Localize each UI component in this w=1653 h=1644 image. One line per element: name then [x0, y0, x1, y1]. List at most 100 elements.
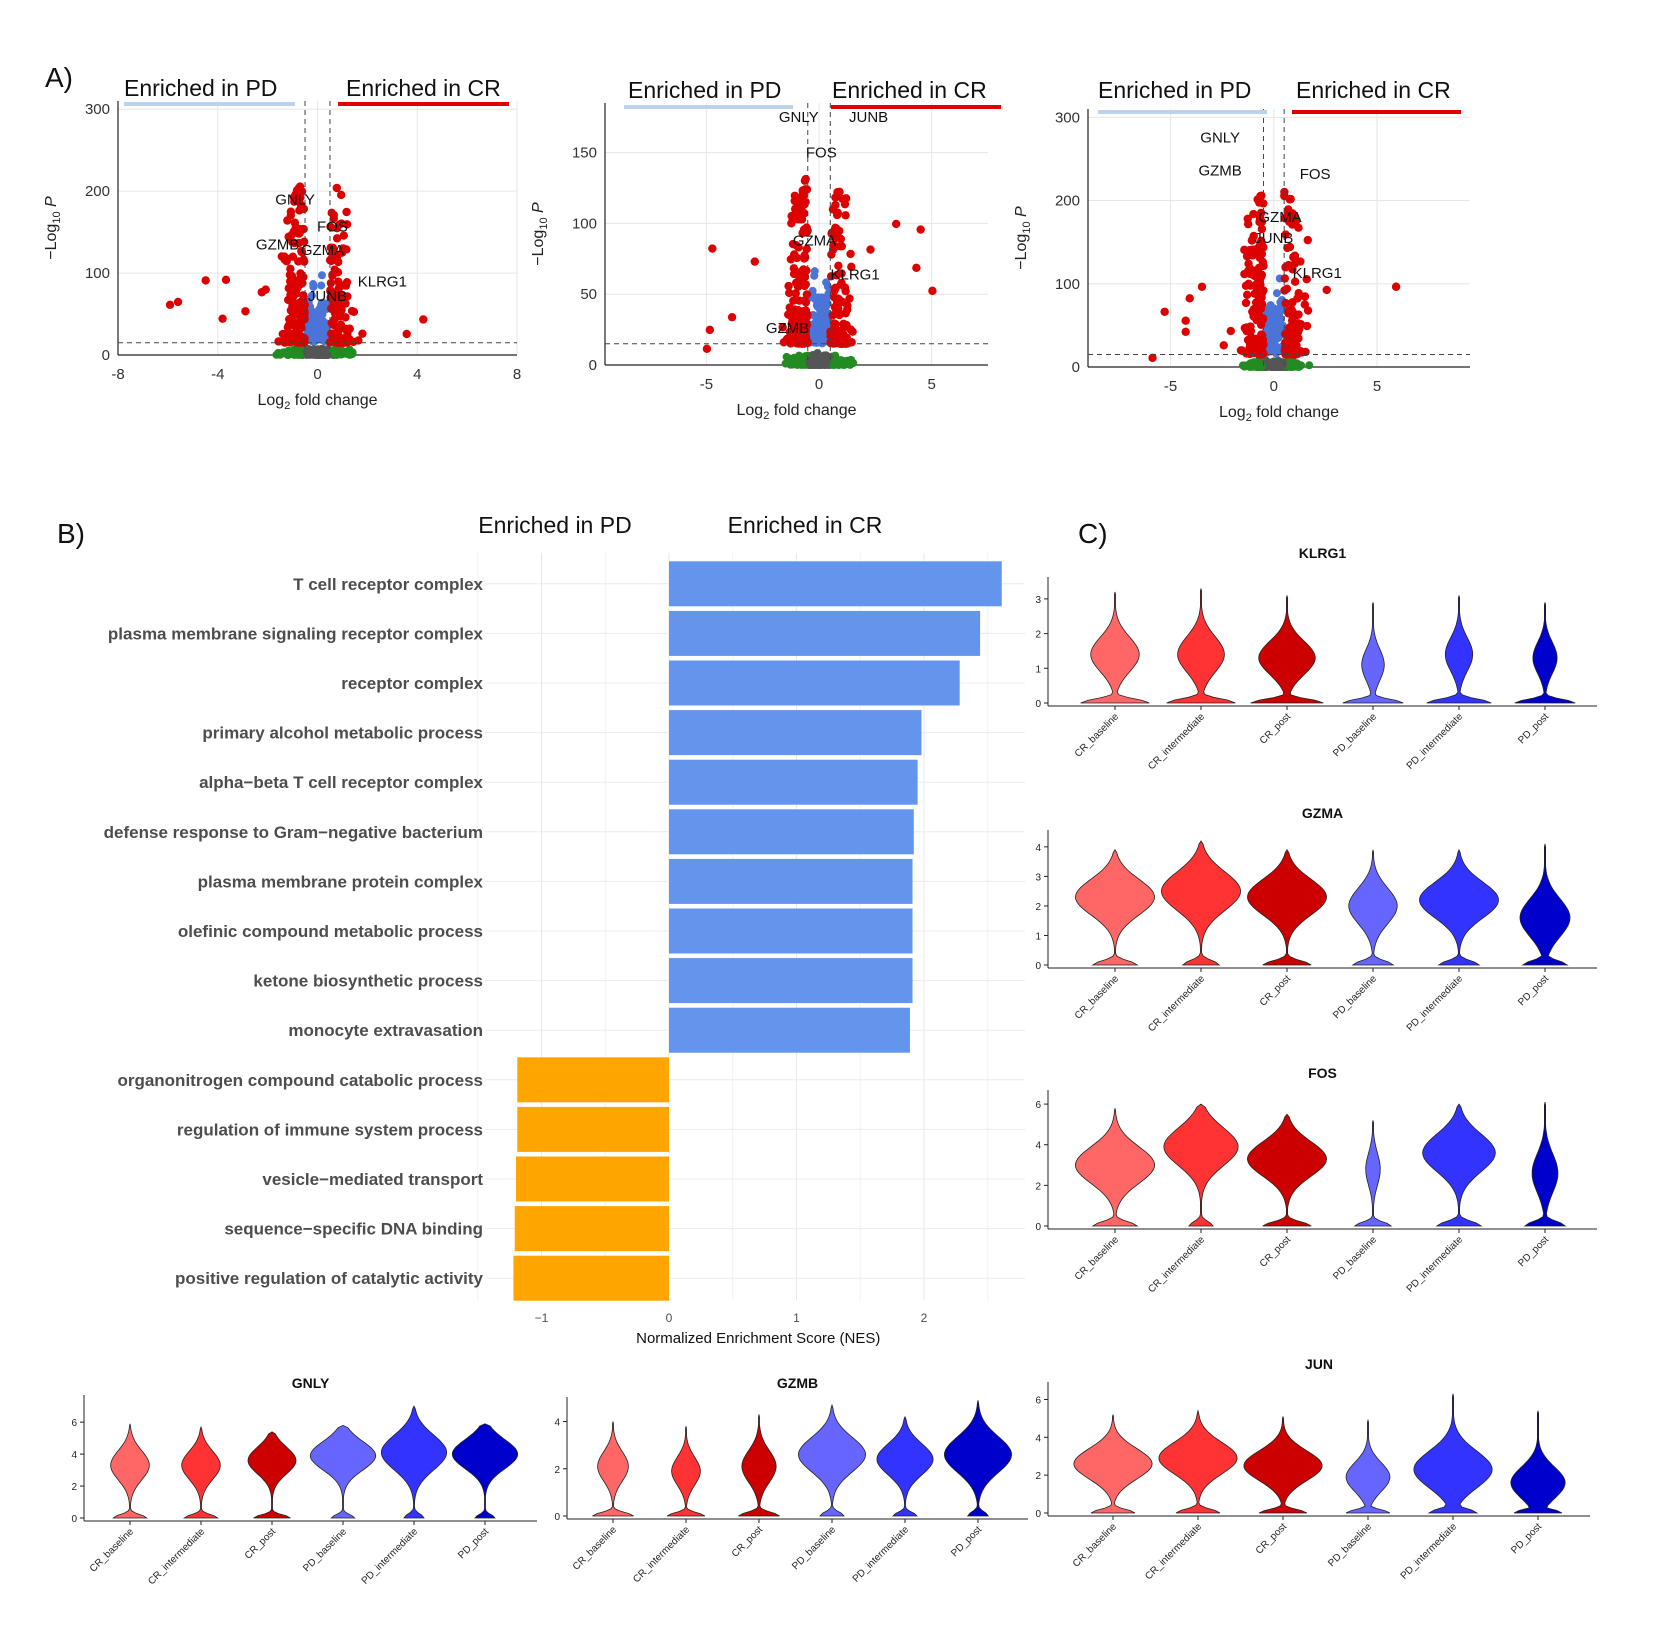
data-point	[828, 205, 838, 214]
violin-title: FOS	[1308, 1065, 1337, 1081]
gene-label: FOS	[806, 145, 837, 162]
data-point	[326, 293, 335, 302]
x-tick-label: CR_post	[243, 1526, 278, 1561]
data-point	[342, 277, 352, 287]
gsea-bar	[669, 710, 922, 756]
data-point	[794, 336, 804, 346]
gsea-bar	[669, 660, 960, 706]
y-tick-label: 2	[1035, 902, 1041, 913]
x-tick-label: CR_baseline	[1073, 711, 1122, 760]
violin-shape	[451, 1423, 519, 1519]
data-point	[284, 295, 293, 305]
data-point	[1274, 334, 1283, 343]
violin-shape	[110, 1423, 150, 1519]
data-point	[787, 312, 797, 322]
x-tick-label: PD_baseline	[1331, 711, 1379, 759]
data-point	[702, 344, 712, 354]
data-point	[801, 298, 811, 307]
data-point	[1300, 292, 1310, 301]
data-point	[1391, 282, 1401, 291]
data-point	[1185, 294, 1194, 303]
violin-plot-gzmb: GZMB 0 2 4 CR_baseline CR_intermediate CR_post…	[554, 1375, 1028, 1585]
data-point	[790, 305, 799, 314]
violin-shape	[1246, 1113, 1328, 1227]
y-tick-label: 0	[1035, 1222, 1041, 1233]
data-point	[289, 227, 299, 236]
x-tick-label: PD_post	[949, 1524, 984, 1559]
data-point	[283, 216, 292, 225]
data-point	[785, 288, 794, 298]
x-tick-label: CR_intermediate	[146, 1526, 207, 1587]
violin-shape	[1345, 1418, 1391, 1514]
x-tick-label: CR_post	[1258, 973, 1293, 1008]
data-point	[317, 281, 326, 290]
violin-shape	[381, 1405, 447, 1519]
x-tick-label: PD_baseline	[1331, 973, 1379, 1021]
violin-shape	[1243, 1416, 1323, 1514]
data-point	[840, 199, 850, 209]
gsea-category-label: T cell receptor complex	[293, 575, 483, 594]
gsea-bar-chart: Enriched in PD Enriched in CR T cell rec…	[104, 512, 1025, 1347]
violin-title: GZMB	[777, 1375, 818, 1391]
data-point	[801, 174, 810, 184]
x-tick-label: CR_post	[1254, 1521, 1289, 1556]
x-tick-label: 5	[1373, 378, 1381, 395]
data-point	[787, 211, 796, 221]
violin-shape	[1519, 843, 1571, 966]
y-axis-title: −Log10 P	[43, 196, 63, 260]
data-point	[201, 276, 210, 285]
y-tick-label: 0	[1072, 359, 1080, 376]
violin-shape	[738, 1414, 780, 1517]
data-point	[831, 224, 840, 233]
x-tick-label: PD_baseline	[1331, 1234, 1379, 1282]
y-tick-label: 0	[1035, 1509, 1041, 1520]
data-point	[799, 191, 808, 200]
panel-label-b: B)	[57, 518, 85, 549]
data-point	[1296, 257, 1305, 266]
data-point	[274, 337, 283, 346]
x-tick-label: PD_post	[1516, 1234, 1551, 1269]
gsea-category-label: plasma membrane signaling receptor compl…	[108, 624, 484, 643]
y-tick-label: 200	[85, 183, 110, 200]
data-point	[339, 291, 348, 300]
gsea-category-label: plasma membrane protein complex	[198, 872, 484, 891]
data-point	[810, 311, 819, 320]
violin-shape	[1342, 602, 1404, 704]
gene-label: JUNB	[849, 109, 888, 126]
data-point	[1254, 275, 1263, 285]
data-point	[288, 316, 297, 325]
data-point	[786, 255, 796, 264]
data-point	[1281, 298, 1290, 308]
data-point	[241, 307, 250, 316]
x-tick-label: PD_intermediate	[1405, 973, 1466, 1034]
x-tick-label: -8	[111, 366, 124, 383]
data-point	[326, 337, 336, 346]
data-point	[288, 301, 297, 311]
data-point	[1181, 316, 1190, 325]
x-tick-label: CR_baseline	[1071, 1521, 1120, 1570]
data-point	[797, 215, 807, 224]
data-point	[810, 292, 819, 301]
data-point	[796, 273, 805, 282]
data-point	[779, 338, 789, 347]
x-tick-label: PD_intermediate	[1405, 711, 1466, 772]
gene-label: KLRG1	[1293, 265, 1342, 282]
violin-plot-fos: FOS 0 2 4 6 CR_baseline CR_intermediate CR_post…	[1035, 1065, 1597, 1295]
y-tick-label: 0	[589, 357, 597, 374]
data-point	[789, 264, 799, 273]
violin-shape	[1074, 1108, 1156, 1227]
data-point	[332, 183, 342, 193]
violin-plot-klrg1: KLRG1 0 1 2 3 CR_baseline CR_intermediate CR_po…	[1035, 545, 1597, 772]
data-point	[837, 269, 846, 278]
data-point	[261, 285, 270, 294]
violin-plot-gzma: GZMA 0 1 2 3 4 CR_baseline CR_intermediate CR_po…	[1035, 805, 1597, 1034]
y-tick-label: 300	[1055, 109, 1080, 126]
x-tick-label: PD_post	[1516, 973, 1551, 1008]
gene-label: KLRG1	[830, 266, 879, 283]
data-point	[165, 300, 175, 309]
data-point	[848, 327, 857, 336]
violin-shape	[1075, 849, 1155, 966]
x-tick-label: PD_baseline	[301, 1526, 349, 1574]
